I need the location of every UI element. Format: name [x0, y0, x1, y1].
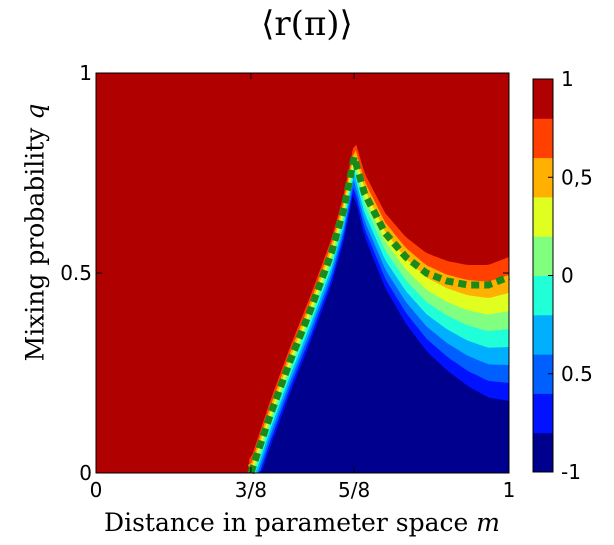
x-tick-label: 0 — [90, 478, 103, 502]
colorbar-segment — [533, 118, 553, 159]
y-axis-label: Mixing probability q — [20, 103, 50, 362]
y-tick-label: 1 — [79, 61, 92, 85]
colorbar-segment — [533, 354, 553, 394]
colorbar-segment — [533, 432, 553, 473]
colorbar-tick-label: 0 — [561, 264, 574, 288]
colorbar-segment — [533, 157, 553, 198]
chart-title: ⟨r(π)⟩ — [261, 4, 353, 44]
colorbar-segment — [533, 79, 553, 119]
x-tick-label: 3/8 — [235, 478, 267, 502]
y-axis-var: q — [20, 103, 50, 120]
y-tick-label: 0.5 — [60, 261, 92, 285]
colorbar-segment — [533, 275, 553, 316]
colorbar-segment — [533, 236, 553, 276]
colorbar-segment — [533, 314, 553, 355]
colorbar-tick-label: 1 — [561, 67, 574, 91]
x-tick-label: 5/8 — [338, 478, 370, 502]
contour-band — [243, 196, 509, 473]
colorbar-tick-label: 0,5 — [561, 165, 593, 189]
colorbar-tick-label: -1 — [561, 460, 581, 484]
transition-curve — [247, 156, 511, 475]
y-tick-label: 0 — [79, 461, 92, 485]
colorbar-segment — [533, 393, 553, 434]
colorbar-segment — [533, 196, 553, 237]
x-axis-label: Distance in parameter space m — [104, 508, 500, 537]
colorbar-tick-label: 0.5 — [561, 362, 593, 386]
x-tick-label: 1 — [503, 478, 516, 502]
x-axis-var: m — [476, 508, 500, 537]
